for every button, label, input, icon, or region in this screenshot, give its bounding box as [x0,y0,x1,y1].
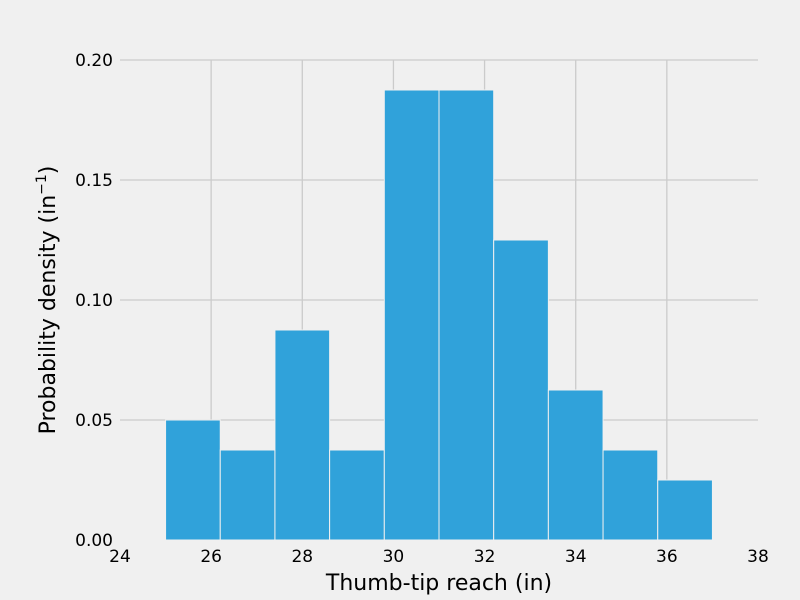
y-tick-label: 0.05 [75,411,113,431]
histogram-bar [383,89,440,541]
y-tick-label: 0.10 [75,291,113,311]
histogram-bar [274,329,331,541]
y-axis-label-main: Probability density (in [36,195,61,435]
histogram-bar [329,449,385,541]
x-tick-label: 38 [747,547,769,567]
y-tick-label: 0.15 [75,171,113,191]
histogram-bar [657,479,713,541]
x-tick-label: 26 [200,547,222,567]
histogram-bar [602,449,659,541]
x-tick-label: 24 [109,547,131,567]
y-tick-label: 0.20 [75,51,113,71]
x-tick-labels: 24 26 28 30 32 34 36 38 [109,547,769,567]
y-axis-label-superscript: −1 [34,174,50,195]
y-tick-labels: 0.00 0.05 0.10 0.15 0.20 [75,51,113,551]
y-axis-label: Probability density (in−1) [34,166,61,435]
x-tick-label: 36 [656,547,678,567]
histogram-bar [165,419,221,541]
x-tick-label: 30 [383,547,405,567]
bars [165,89,713,541]
histogram-bar [547,389,604,541]
x-tick-label: 32 [474,547,496,567]
histogram-bar [493,239,549,541]
histogram-bar [438,89,495,541]
y-tick-label: 0.00 [75,531,113,551]
x-tick-label: 28 [291,547,313,567]
x-axis-label: Thumb-tip reach (in) [325,571,552,596]
x-tick-label: 34 [565,547,587,567]
histogram-bar [219,449,276,541]
y-axis-label-suffix: ) [36,166,61,175]
